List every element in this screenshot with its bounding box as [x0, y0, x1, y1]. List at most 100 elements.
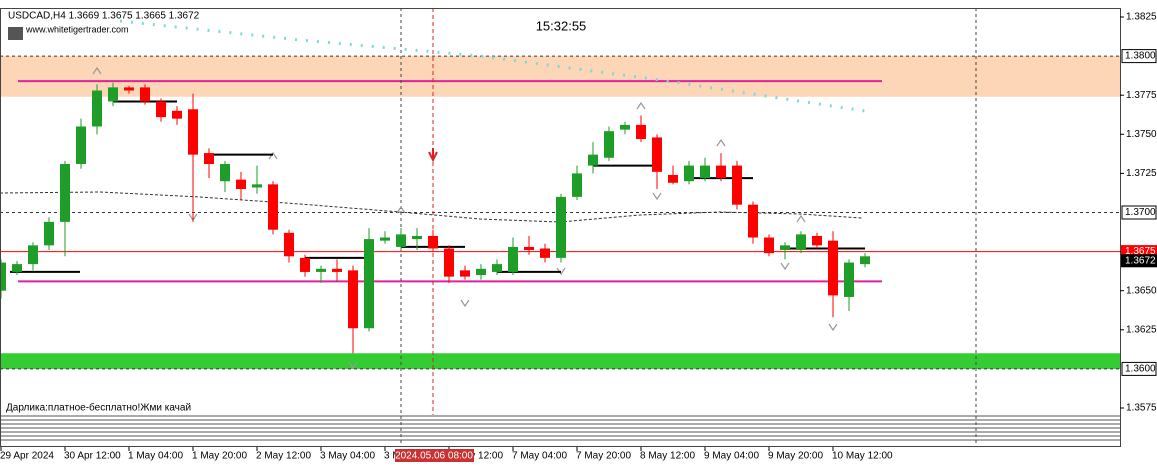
candle-body	[668, 174, 678, 183]
zone	[0, 353, 1120, 369]
fractal-down	[780, 262, 790, 271]
candle-body	[796, 234, 806, 251]
bid-label: 1.3672	[1125, 255, 1156, 266]
clock: 15:32:55	[536, 18, 587, 33]
candle-body	[220, 164, 230, 182]
candle-body	[812, 235, 822, 246]
x-tick-label: 9 May 20:00	[768, 451, 823, 462]
candle-body	[508, 246, 518, 272]
level-label: 1.3800	[1125, 51, 1156, 62]
fractal-up	[636, 101, 646, 110]
candle-body	[252, 184, 262, 188]
candle-body	[844, 262, 854, 297]
ask-label: 1.3675	[1125, 246, 1156, 257]
fractal-up	[92, 66, 102, 75]
candle-body	[684, 165, 694, 182]
plot-frame	[0, 8, 1121, 447]
level-box	[1121, 205, 1157, 220]
fractal-down	[652, 192, 662, 201]
y-tick-label: 1.3575	[1126, 403, 1157, 414]
candle-body	[300, 257, 310, 272]
candle-body	[860, 256, 870, 265]
x-tick-label: 7 May 20:00	[576, 451, 631, 462]
candle-body	[332, 268, 342, 272]
candle-body	[348, 270, 358, 329]
y-tick-label: 1.3775	[1126, 90, 1157, 101]
y-tick-label: 1.3725	[1126, 168, 1157, 179]
chart-title: USDCAD,H4 1.3669 1.3675 1.3665 1.3672	[8, 11, 200, 22]
y-tick-label: 1.3750	[1126, 129, 1157, 140]
candle-body	[396, 234, 406, 247]
candle-body	[124, 87, 134, 91]
candle-body	[620, 124, 630, 130]
candle-body	[316, 268, 326, 272]
signal-arrow	[428, 148, 438, 163]
candle-body	[28, 245, 38, 265]
y-tick-label: 1.3650	[1126, 285, 1157, 296]
moving-average	[0, 191, 863, 223]
x-tick-label: 1 May 04:00	[128, 451, 183, 462]
candle-body	[444, 248, 454, 277]
fractal-down	[460, 299, 470, 308]
fractal-up	[396, 205, 406, 214]
candle-body	[540, 248, 550, 258]
candle-body	[828, 240, 838, 296]
fractals	[92, 66, 838, 370]
x-tick-label: 8 May 12:00	[640, 451, 695, 462]
candle-body	[764, 237, 774, 254]
candle-body	[12, 264, 22, 272]
y-tick-label: 1.3825	[1126, 12, 1157, 23]
x-tick-label: 3 May 04:00	[320, 451, 375, 462]
candle-body	[172, 110, 182, 119]
x-tick-label: 7 May 04:00	[512, 451, 567, 462]
level-box	[1121, 361, 1157, 376]
x-tick-label: 2 May 12:00	[256, 451, 311, 462]
candle-body	[60, 164, 70, 222]
candle-body	[492, 264, 502, 272]
candle-body	[700, 165, 710, 179]
fractal-down	[556, 267, 566, 276]
candle-body	[460, 270, 470, 277]
candle-body	[268, 184, 278, 230]
candle-body	[108, 87, 118, 102]
zone	[0, 56, 1120, 97]
subwindow-lines	[0, 415, 1120, 441]
candle-body	[604, 131, 614, 158]
bid-box	[1121, 254, 1157, 268]
candle-body	[44, 221, 54, 246]
note: Дарлика:платное-бесплатно!Жми качай	[6, 402, 191, 414]
candle-body	[284, 232, 294, 257]
candle-body	[748, 204, 758, 238]
fractal-up	[796, 214, 806, 223]
x-tick-label: 9 May 04:00	[704, 451, 759, 462]
crosshair-box	[395, 449, 474, 462]
candle-body	[476, 268, 486, 276]
candle-body	[732, 165, 742, 205]
candle-body	[652, 137, 662, 172]
x-tick-label: 1 May 20:00	[192, 451, 247, 462]
candle-body	[188, 109, 198, 155]
candle-body	[428, 235, 438, 249]
fractal-up	[268, 151, 278, 160]
candle-body	[76, 126, 86, 165]
candle-body	[140, 87, 150, 102]
x-tick-label: 29 Apr 2024	[0, 451, 54, 462]
candle-body	[0, 262, 6, 291]
candle-body	[364, 239, 374, 329]
x-tick-label: 6 May 12:00	[448, 451, 503, 462]
level-label: 1.3700	[1125, 207, 1156, 218]
candle-body	[556, 196, 566, 258]
candle-body	[524, 246, 534, 251]
y-tick-label: 1.3625	[1126, 324, 1157, 335]
candle-body	[204, 153, 214, 165]
candle-body	[236, 179, 246, 190]
fractal-down	[348, 361, 358, 370]
subtitle: www.whitetigertrader.com	[25, 24, 129, 34]
level-box	[1121, 49, 1157, 64]
fractal-down	[828, 323, 838, 332]
candle-body	[380, 237, 390, 241]
x-tick-label: 10 May 12:00	[832, 451, 893, 462]
candle-body	[92, 90, 102, 127]
candle-body	[636, 124, 646, 139]
